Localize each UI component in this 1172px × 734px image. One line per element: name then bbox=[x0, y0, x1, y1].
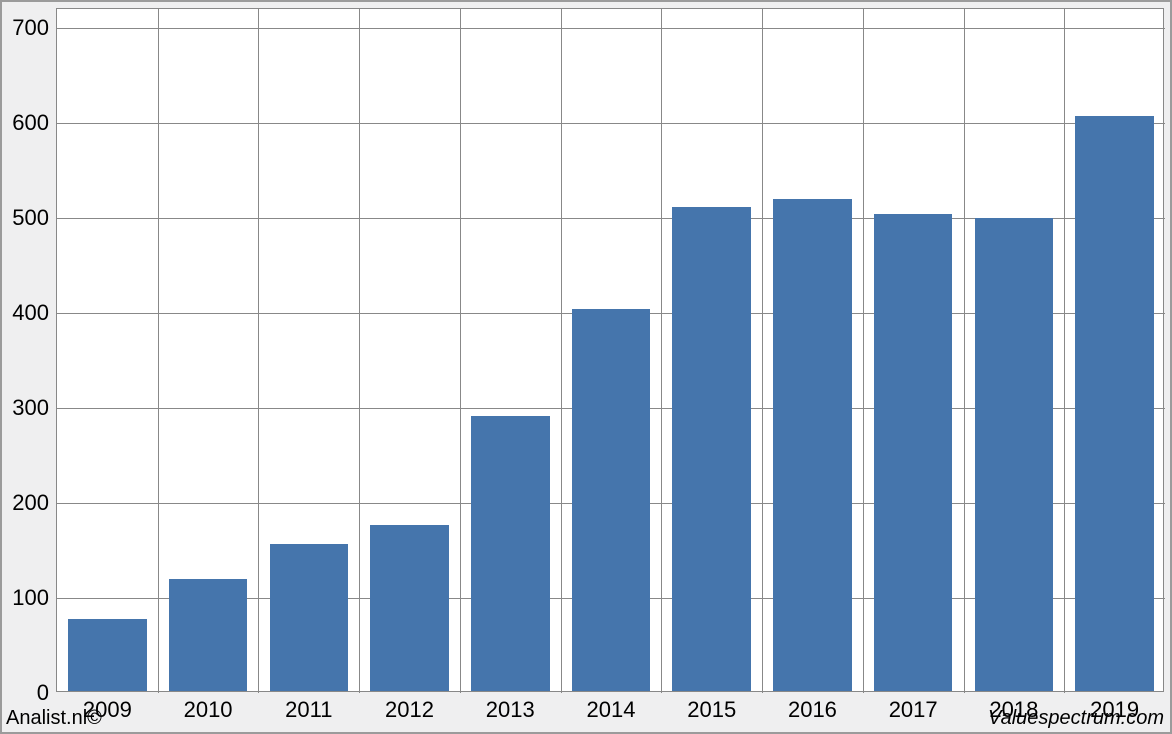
gridline-vertical bbox=[863, 9, 864, 693]
y-axis-tick-label: 300 bbox=[12, 395, 57, 421]
gridline-vertical bbox=[1064, 9, 1065, 693]
bar bbox=[874, 214, 953, 691]
x-axis-tick-label: 2017 bbox=[889, 691, 938, 723]
bar bbox=[471, 416, 550, 692]
gridline-horizontal bbox=[57, 28, 1165, 29]
bar bbox=[270, 544, 349, 691]
footer-right-credit: Valuespectrum.com bbox=[988, 707, 1164, 730]
bar bbox=[672, 207, 751, 692]
gridline-vertical bbox=[359, 9, 360, 693]
gridline-vertical bbox=[158, 9, 159, 693]
chart-container: 0100200300400500600700200920102011201220… bbox=[0, 0, 1172, 734]
bar bbox=[975, 218, 1054, 691]
bar bbox=[169, 579, 248, 691]
gridline-vertical bbox=[258, 9, 259, 693]
bar bbox=[572, 309, 651, 691]
x-axis-tick-label: 2010 bbox=[184, 691, 233, 723]
y-axis-tick-label: 400 bbox=[12, 300, 57, 326]
x-axis-tick-label: 2016 bbox=[788, 691, 837, 723]
x-axis-tick-label: 2012 bbox=[385, 691, 434, 723]
gridline-horizontal bbox=[57, 123, 1165, 124]
y-axis-tick-label: 100 bbox=[12, 585, 57, 611]
y-axis-tick-label: 600 bbox=[12, 110, 57, 136]
x-axis-tick-label: 2014 bbox=[587, 691, 636, 723]
gridline-vertical bbox=[762, 9, 763, 693]
gridline-vertical bbox=[561, 9, 562, 693]
y-axis-tick-label: 500 bbox=[12, 205, 57, 231]
y-axis-tick-label: 0 bbox=[37, 680, 57, 706]
gridline-vertical bbox=[661, 9, 662, 693]
x-axis-tick-label: 2015 bbox=[687, 691, 736, 723]
footer-left-credit: Analist.nl© bbox=[6, 707, 102, 730]
gridline-vertical bbox=[460, 9, 461, 693]
bar bbox=[773, 199, 852, 691]
bar bbox=[68, 619, 147, 691]
x-axis-tick-label: 2013 bbox=[486, 691, 535, 723]
y-axis-tick-label: 700 bbox=[12, 15, 57, 41]
bar bbox=[1075, 116, 1154, 691]
x-axis-tick-label: 2011 bbox=[285, 691, 332, 723]
y-axis-tick-label: 200 bbox=[12, 490, 57, 516]
gridline-vertical bbox=[964, 9, 965, 693]
plot-area: 0100200300400500600700200920102011201220… bbox=[56, 8, 1164, 692]
bar bbox=[370, 525, 449, 691]
